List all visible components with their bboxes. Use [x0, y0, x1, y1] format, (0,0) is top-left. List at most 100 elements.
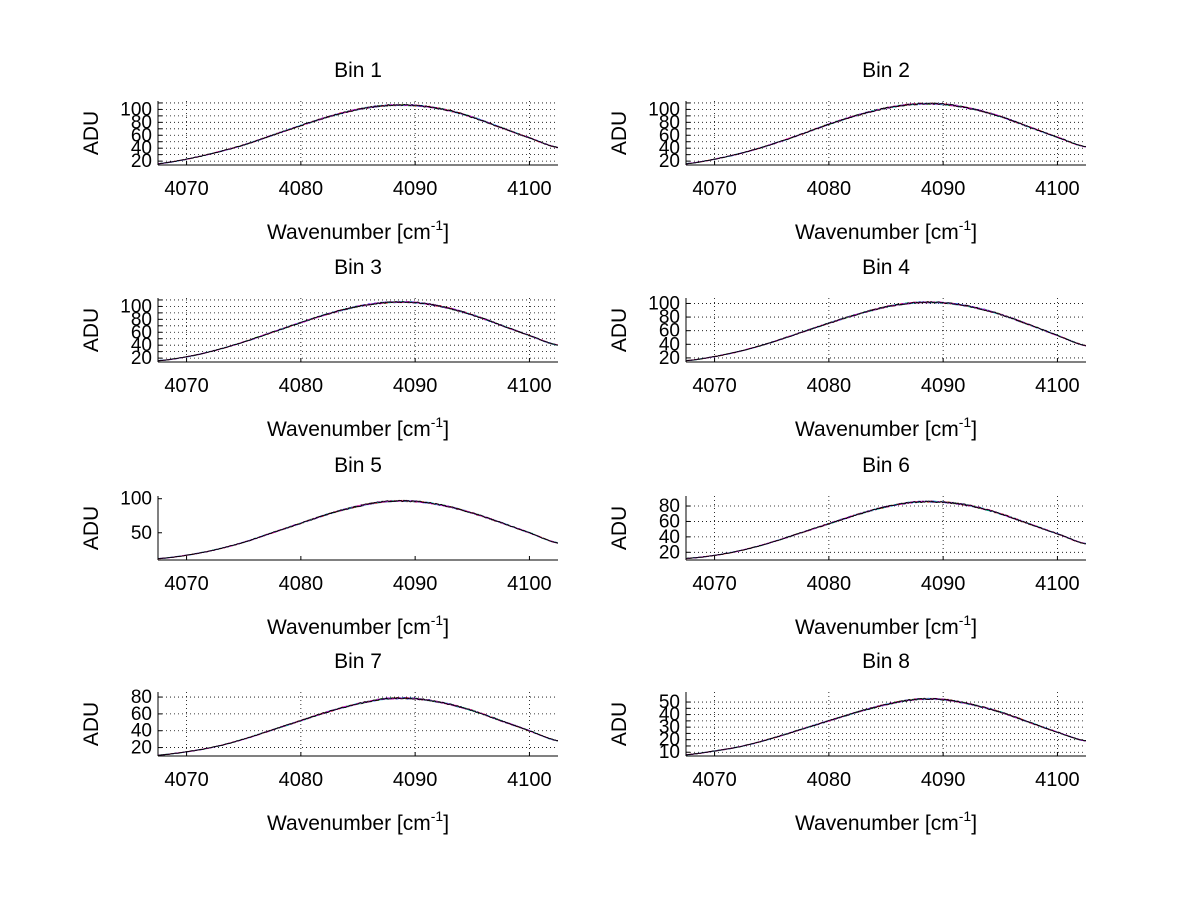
bin-3-ytick-label-8: 100 — [120, 296, 152, 317]
bin-2-xtick-label-2: 4090 — [921, 178, 966, 200]
bin-8-xtick-label-3: 4100 — [1035, 769, 1080, 791]
bin-1-series-6 — [158, 103, 558, 165]
bin-8-ylabel: ADU — [608, 702, 631, 746]
bin-1-xlabel: Wavenumber [cm-1] — [267, 217, 449, 244]
bin-5-xtick-label-0: 4070 — [164, 573, 209, 595]
bin-7-xtick-label-0: 4070 — [164, 769, 209, 791]
bin-2-ytick-label-8: 100 — [648, 99, 680, 120]
bin-3-xtick-label-1: 4080 — [279, 375, 324, 397]
bin-8-ytick-label-6: 40 — [659, 705, 680, 726]
bin-6-title: Bin 6 — [862, 454, 910, 477]
bin-7-ylabel: ADU — [80, 702, 103, 746]
bin-5-subplot: 4070 4080 4090 4100 50 100 Bin 5 ADU Wavenumber … — [80, 454, 558, 639]
bin-7-xtick-label-2: 4090 — [393, 769, 438, 791]
bin-3-xtick-label-0: 4070 — [164, 375, 209, 397]
bin-8-axes-background — [686, 692, 1086, 756]
bin-6-xlabel: Wavenumber [cm-1] — [795, 612, 977, 639]
bin-2-xtick-label-3: 4100 — [1035, 178, 1080, 200]
bin-3-xtick-label-2: 4090 — [393, 375, 438, 397]
bin-6-ytick-label-2: 60 — [659, 511, 680, 532]
bin-7-xtick-label-3: 4100 — [507, 769, 552, 791]
bin-2-xtick-label-0: 4070 — [692, 178, 737, 200]
bin-3-ytick-label-0: 20 — [131, 348, 152, 369]
bin-4-xtick-label-0: 4070 — [692, 375, 737, 397]
bin-1-xtick-label-1: 4080 — [279, 178, 324, 200]
bin-8-series-group — [686, 697, 1086, 756]
bin-7-xtick-label-1: 4080 — [279, 769, 324, 791]
bin-4-series-group — [686, 300, 1086, 362]
bin-5-series-group — [158, 499, 558, 560]
bin-4-ylabel: ADU — [608, 308, 631, 352]
bin-3-title: Bin 3 — [334, 256, 382, 279]
bin-4-xtick-label-2: 4090 — [921, 375, 966, 397]
bin-1-title: Bin 1 — [334, 59, 382, 82]
bin-1-series-group — [158, 103, 558, 165]
bin-3-ytick-label-6: 80 — [131, 309, 152, 330]
bin-4-xlabel: Wavenumber [cm-1] — [795, 414, 977, 441]
bin-2-xlabel: Wavenumber [cm-1] — [795, 217, 977, 244]
bin-1-xtick-label-2: 4090 — [393, 178, 438, 200]
bin-8-xtick-label-1: 4080 — [807, 769, 852, 791]
bin-5-series-6 — [158, 499, 558, 560]
bin-7-ytick-label-2: 60 — [131, 704, 152, 725]
bin-7-ytick-label-0: 20 — [131, 738, 152, 759]
bin-3-ytick-label-2: 40 — [131, 335, 152, 356]
bin-4-axes-background — [686, 298, 1086, 362]
bin-1-ytick-label-4: 60 — [131, 125, 152, 146]
bin-8-ytick-label-2: 20 — [659, 730, 680, 751]
bin-2-ytick-label-6: 80 — [659, 112, 680, 133]
bin-8-xtick-label-2: 4090 — [921, 769, 966, 791]
bin-4-ytick-label-3: 80 — [659, 307, 680, 328]
bin-6-ylabel: ADU — [608, 506, 631, 550]
bin-5-xtick-label-1: 4080 — [279, 573, 324, 595]
bin-3-ylabel: ADU — [80, 308, 103, 352]
bin-2-xtick-label-1: 4080 — [807, 178, 852, 200]
bin-8-ytick-label-8: 50 — [659, 692, 680, 713]
bin-2-series-6 — [686, 102, 1086, 165]
bin-7-series-group — [158, 696, 558, 756]
bin-8-xlabel: Wavenumber [cm-1] — [795, 808, 977, 835]
bin-6-xtick-label-2: 4090 — [921, 573, 966, 595]
bin-4-title: Bin 4 — [862, 256, 910, 279]
bin-3-series-6 — [158, 301, 558, 362]
bin-7-title: Bin 7 — [334, 650, 382, 673]
bin-5-xtick-label-3: 4100 — [507, 573, 552, 595]
bin-4-ytick-label-1: 40 — [659, 334, 680, 355]
bin-2-ytick-label-2: 40 — [659, 138, 680, 159]
bin-5-ytick-label-0: 50 — [131, 523, 152, 544]
bin-8-ytick-label-4: 30 — [659, 717, 680, 738]
bin-3-series-group — [158, 300, 558, 362]
bin-4-ytick-label-4: 100 — [648, 293, 680, 314]
bin-7-ytick-label-3: 80 — [131, 687, 152, 708]
bin-6-xtick-label-3: 4100 — [1035, 573, 1080, 595]
bin-4-series-6 — [686, 301, 1086, 362]
bin-3-xtick-label-3: 4100 — [507, 375, 552, 397]
bin-7-series-6 — [158, 697, 558, 756]
bin-2-ytick-label-4: 60 — [659, 125, 680, 146]
bin-1-ylabel: ADU — [80, 111, 103, 155]
bin-2-title: Bin 2 — [862, 59, 910, 82]
bin-5-ylabel: ADU — [80, 506, 103, 550]
bin-2-ylabel: ADU — [608, 111, 631, 155]
bin-2-series-group — [686, 102, 1086, 165]
bin-5-xtick-label-2: 4090 — [393, 573, 438, 595]
bin-6-xtick-label-0: 4070 — [692, 573, 737, 595]
bin-1-ytick-label-2: 40 — [131, 138, 152, 159]
bin-7-ytick-label-1: 40 — [131, 721, 152, 742]
bin-3-ytick-label-4: 60 — [131, 322, 152, 343]
bin-2-ytick-label-0: 20 — [659, 151, 680, 172]
bin-2-axes-background — [686, 101, 1086, 165]
bin-6-xtick-label-1: 4080 — [807, 573, 852, 595]
bin-8-title: Bin 8 — [862, 650, 910, 673]
bin-3-xlabel: Wavenumber [cm-1] — [267, 414, 449, 441]
bin-5-xlabel: Wavenumber [cm-1] — [267, 612, 449, 639]
bin-8-ytick-label-0: 10 — [659, 742, 680, 763]
bin-6-ytick-label-3: 80 — [659, 496, 680, 517]
